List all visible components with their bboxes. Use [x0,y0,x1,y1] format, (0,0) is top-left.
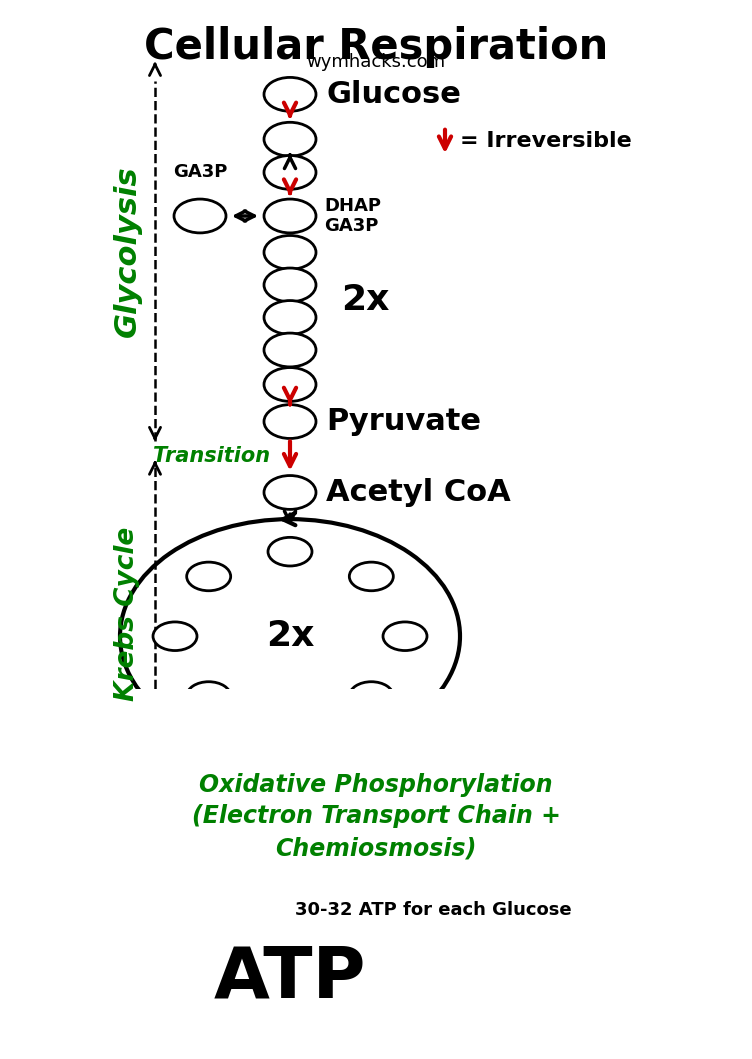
Circle shape [264,367,316,401]
Circle shape [268,706,312,735]
Text: Cellular Respiration: Cellular Respiration [144,26,608,68]
Text: Krebs Cycle: Krebs Cycle [114,527,140,701]
Text: Acetyl CoA: Acetyl CoA [326,478,511,507]
Text: Glycolysis: Glycolysis [113,165,141,337]
Text: = Irreversible: = Irreversible [460,131,632,151]
Circle shape [264,156,316,190]
Circle shape [268,537,312,566]
Circle shape [264,268,316,302]
Circle shape [174,199,226,233]
Text: GA3P: GA3P [173,163,227,181]
Circle shape [264,475,316,509]
Text: Glucose: Glucose [326,79,461,109]
Text: 30-32 ATP for each Glucose: 30-32 ATP for each Glucose [295,901,572,919]
Circle shape [264,77,316,111]
Circle shape [153,622,197,650]
Circle shape [264,235,316,269]
Text: Transition: Transition [153,446,270,466]
Text: 2x: 2x [265,620,314,653]
Circle shape [264,122,316,156]
Text: 2x: 2x [341,283,390,318]
Circle shape [264,199,316,233]
Text: DHAP: DHAP [324,197,381,215]
Circle shape [383,622,427,650]
Circle shape [264,301,316,335]
Text: wymhacks.com: wymhacks.com [306,53,446,71]
Text: Oxidative Phosphorylation
(Electron Transport Chain +
Chemiosmosis): Oxidative Phosphorylation (Electron Tran… [192,773,560,860]
Circle shape [350,682,393,711]
FancyBboxPatch shape [85,765,667,868]
Circle shape [264,334,316,366]
Text: GA3P: GA3P [324,217,378,235]
Text: Pyruvate: Pyruvate [326,407,481,436]
Circle shape [264,405,316,438]
Circle shape [186,682,231,711]
Text: ATP: ATP [214,944,366,1012]
Circle shape [350,562,393,591]
Circle shape [186,562,231,591]
